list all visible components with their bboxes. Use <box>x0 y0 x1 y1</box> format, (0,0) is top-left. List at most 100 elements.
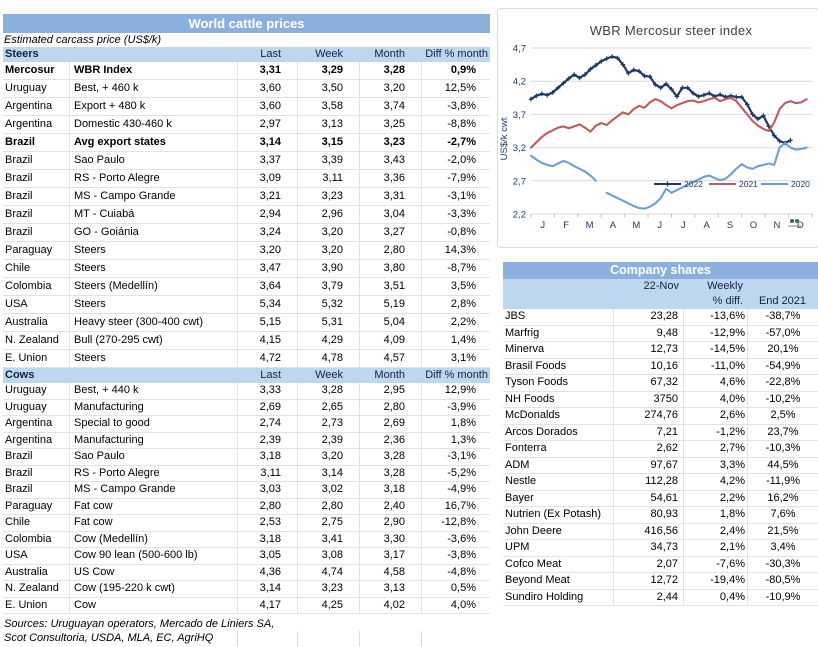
cell-last: 2,80 <box>237 498 297 514</box>
cell-company-name: McDonalds <box>505 409 561 421</box>
section-steers: Steers Last Week Month Diff % month Mercosur W… <box>3 47 490 368</box>
x-tick-label: S <box>727 220 733 231</box>
cell-last: 2,94 <box>237 206 297 223</box>
table-row: Brazil RS - Porto Alegre 3,11 3,14 3,28 -5,2% <box>3 465 490 482</box>
cell-country: Brazil <box>5 208 33 220</box>
company-row: Marfrig 9,48 -12,9% -57,0% <box>503 325 818 342</box>
cell-last: 3,64 <box>237 278 297 295</box>
table-row: Brazil RS - Porto Alegre 3,09 3,11 3,36 -7,9% <box>3 170 490 188</box>
cell-last: 3,37 <box>237 152 297 169</box>
table-row: USA Cow 90 lean (500-600 lb) 3,05 3,08 3,17-… <box>3 548 490 565</box>
cell-country: Brazil <box>5 172 33 184</box>
cell-month: 3,28 <box>359 449 421 465</box>
cell-description: Steers <box>69 350 237 367</box>
cell-price: 54,61 <box>613 490 683 506</box>
cell-end-2021: -10,3% <box>747 441 818 457</box>
cell-last: 2,97 <box>237 116 297 133</box>
section-header-row: Cows Last Week Month Diff % month <box>3 368 490 383</box>
cell-price: 2,44 <box>613 589 683 605</box>
world-cattle-prices-panel: World cattle prices Estimated carcass pr… <box>3 14 490 647</box>
cell-end-2021: 20,1% <box>747 342 818 358</box>
cell-diff-month: -2,7% <box>421 134 490 151</box>
table-row: Colombia Steers (Medellín) 3,64 3,79 3,51 3,5… <box>3 278 490 296</box>
column-divider <box>297 631 359 647</box>
company-row: Cofco Meat 2,07 -7,6% -30,3% <box>503 556 818 573</box>
cell-last: 3,11 <box>237 465 297 481</box>
y-tick-label: 3,2 <box>513 143 526 154</box>
cell-last: 5,34 <box>237 296 297 313</box>
series-markers-2022 <box>528 54 793 146</box>
cell-price: 34,73 <box>613 540 683 556</box>
cell-week: 4,74 <box>297 564 359 580</box>
cell-month: 2,90 <box>359 515 421 531</box>
cell-end-2021: -10,9% <box>747 589 818 605</box>
cell-company-name: Sundiro Holding <box>505 590 584 603</box>
spacer <box>747 279 818 294</box>
table-row: Paraguay Fat cow 2,80 2,80 2,40 16,7% <box>3 498 490 515</box>
cell-end-2021: 3,4% <box>747 540 818 556</box>
cell-diff-month: 1,4% <box>421 332 490 349</box>
cell-end-2021: 7,6% <box>747 507 818 523</box>
legend-label-2020: 2020 <box>791 179 810 189</box>
cell-week: 3,50 <box>297 80 359 97</box>
cell-weekly-diff: 2,6% <box>683 408 747 424</box>
table-row: Brazil Sao Paulo 3,18 3,20 3,28 -3,1% <box>3 449 490 466</box>
cell-price: 67,32 <box>613 375 683 391</box>
cell-diff-month: -4,8% <box>421 564 490 580</box>
cell-week: 3,15 <box>297 134 359 151</box>
cell-week: 3,29 <box>297 62 359 79</box>
sources-line-1: Sources: Uruguayan operators, Mercado de… <box>4 618 275 630</box>
cell-weekly-diff: -1,2% <box>683 424 747 440</box>
spacer <box>613 294 683 309</box>
cell-diff-month: -3,9% <box>421 399 490 415</box>
cell-company-name: John Deere <box>505 524 562 537</box>
cell-description: Domestic 430-460 k <box>69 116 237 133</box>
y-tick-label: 2,7 <box>513 176 526 187</box>
column-header: Month <box>374 48 405 60</box>
x-tick-label: O <box>750 220 757 231</box>
cell-company-name: Marfrig <box>505 326 540 339</box>
cell-country: Argentina <box>5 417 53 429</box>
company-row: Bayer 54,61 2,2% 16,2% <box>503 490 818 507</box>
y-tick-label: 2,2 <box>513 210 526 221</box>
column-divider <box>421 631 490 647</box>
cell-price: 12,73 <box>613 342 683 358</box>
cell-description: MT - Cuiabá <box>69 206 237 223</box>
cell-country: N. Zealand <box>5 334 59 346</box>
table-row: Brazil MS - Campo Grande 3,21 3,23 3,31 -3,1% <box>3 188 490 206</box>
cell-company-name: Cofco Meat <box>505 557 562 570</box>
cell-company-name: Nestle <box>505 475 537 487</box>
company-row: Beyond Meat 12,72 -19,4% -80,5% <box>503 573 818 590</box>
date-column-header: 22-Nov <box>643 280 679 292</box>
cell-end-2021: -54,9% <box>747 358 818 374</box>
company-row: Sundiro Holding 2,44 0,4% -10,9% <box>503 589 818 606</box>
table-row: N. Zealand Bull (270-295 cwt) 4,15 4,29 4,09… <box>3 332 490 350</box>
cell-country: E. Union <box>5 352 48 364</box>
cell-diff-month: -8,8% <box>421 116 490 133</box>
company-row: Nutrien (Ex Potash) 80,93 1,8% 7,6% <box>503 507 818 524</box>
x-tick-label: A <box>703 220 710 231</box>
cell-diff-month: -5,2% <box>421 465 490 481</box>
cell-diff-month: -3,6% <box>421 531 490 547</box>
cell-week: 3,39 <box>297 152 359 169</box>
cell-month: 3,25 <box>359 116 421 133</box>
cell-description: Cow <box>69 597 237 613</box>
cell-week: 4,29 <box>297 332 359 349</box>
cell-weekly-diff: -12,9% <box>683 325 747 341</box>
cell-last: 3,21 <box>237 188 297 205</box>
cell-price: 3750 <box>613 391 683 407</box>
cell-country: Colombia <box>5 280 52 292</box>
cell-week: 3,20 <box>297 224 359 241</box>
table-row: N. Zealand Cow (195-220 k cwt) 3,14 3,23 3,1… <box>3 581 490 598</box>
cell-weekly-diff: 4,6% <box>683 375 747 391</box>
cell-company-name: Nutrien (Ex Potash) <box>505 508 601 520</box>
column-divider <box>359 631 421 647</box>
cell-weekly-diff: -13,6% <box>683 309 747 325</box>
cell-description: Cow (Medellín) <box>69 531 237 547</box>
cell-description: RS - Porto Alegre <box>69 170 237 187</box>
cell-last: 3,20 <box>237 242 297 259</box>
cell-last: 4,17 <box>237 597 297 613</box>
cell-month: 3,27 <box>359 224 421 241</box>
world-cattle-prices-title: World cattle prices <box>3 14 490 33</box>
cell-month: 3,74 <box>359 98 421 115</box>
